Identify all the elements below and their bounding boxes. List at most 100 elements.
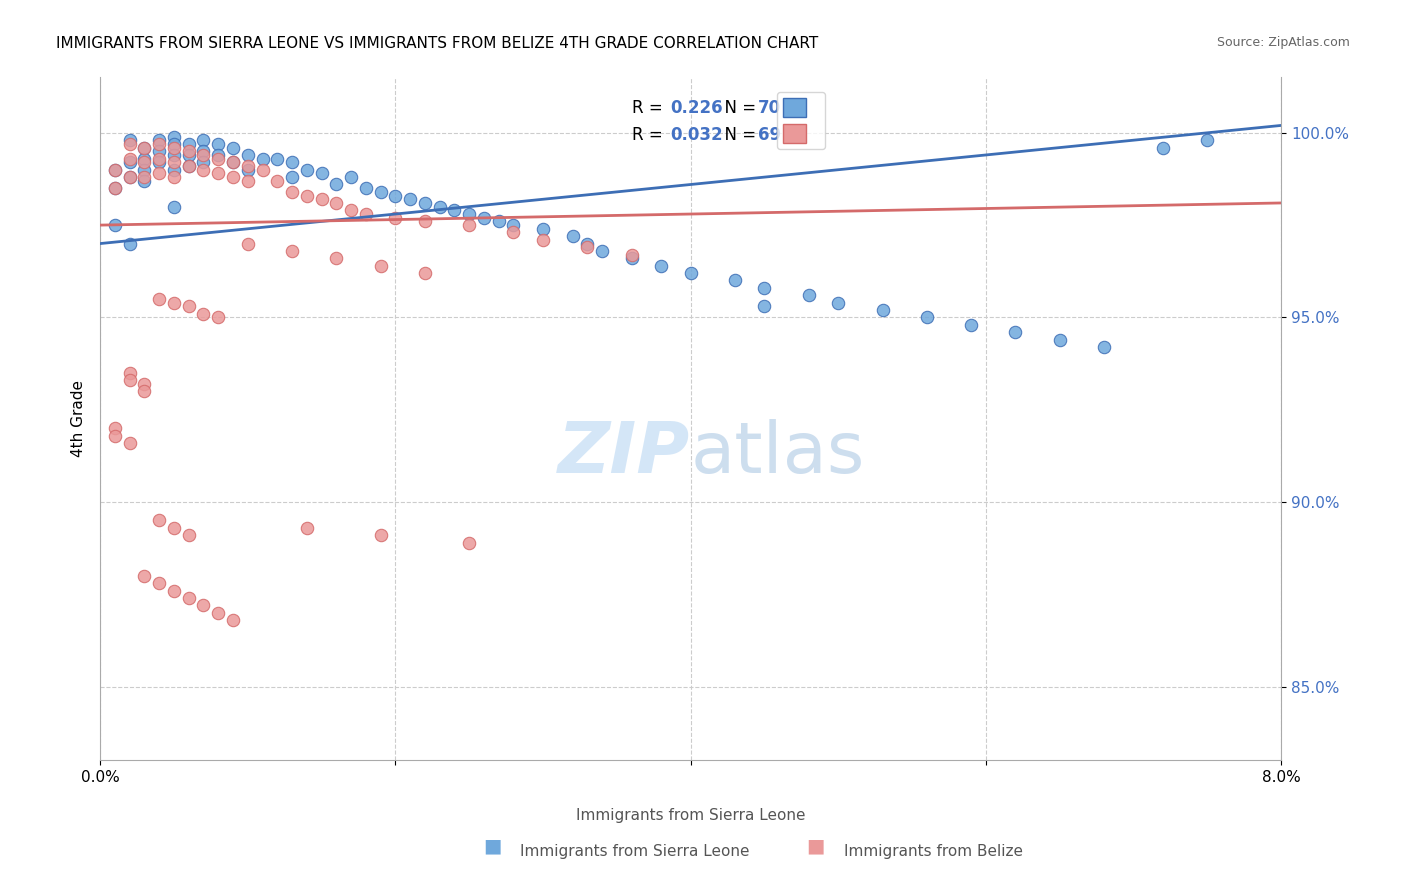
Point <box>134 170 156 185</box>
Point <box>134 569 156 583</box>
Point <box>163 170 186 185</box>
Point <box>252 152 274 166</box>
Point <box>163 136 186 151</box>
Point <box>281 170 304 185</box>
Text: Immigrants from Belize: Immigrants from Belize <box>844 845 1022 859</box>
Point <box>118 436 141 450</box>
Point <box>502 226 524 240</box>
Point <box>370 259 392 273</box>
Point <box>295 162 318 177</box>
Text: atlas: atlas <box>690 418 865 488</box>
Point <box>193 599 215 613</box>
Point <box>236 236 259 251</box>
Point <box>340 170 363 185</box>
Point <box>104 428 127 442</box>
Point <box>207 136 229 151</box>
Text: Immigrants from Sierra Leone: Immigrants from Sierra Leone <box>576 808 806 823</box>
Point <box>148 513 170 527</box>
Point <box>177 299 200 313</box>
Point <box>193 133 215 147</box>
Point <box>148 155 170 169</box>
Point <box>591 244 613 258</box>
Point <box>118 152 141 166</box>
Point <box>148 136 170 151</box>
Point <box>295 188 318 202</box>
Point <box>177 159 200 173</box>
Point <box>236 159 259 173</box>
Point <box>576 240 599 254</box>
Point <box>118 236 141 251</box>
Point <box>134 140 156 154</box>
Point <box>679 266 702 280</box>
Point <box>620 252 643 266</box>
Point <box>148 145 170 159</box>
Point <box>104 181 127 195</box>
Point <box>104 218 127 232</box>
Point <box>163 129 186 144</box>
Text: R =: R = <box>631 99 668 117</box>
Point <box>118 155 141 169</box>
Point <box>163 162 186 177</box>
Point <box>118 373 141 387</box>
Point <box>915 310 938 325</box>
Point <box>281 155 304 169</box>
Text: Immigrants from Sierra Leone: Immigrants from Sierra Leone <box>520 845 749 859</box>
Point <box>872 303 894 318</box>
Point <box>222 170 245 185</box>
Text: R =: R = <box>631 127 668 145</box>
Point <box>193 148 215 162</box>
Point <box>311 166 333 180</box>
Point <box>252 162 274 177</box>
Point <box>163 140 186 154</box>
Point <box>134 152 156 166</box>
Point <box>458 218 481 232</box>
Point <box>266 174 288 188</box>
Text: Source: ZipAtlas.com: Source: ZipAtlas.com <box>1216 36 1350 49</box>
Text: 70: 70 <box>758 99 782 117</box>
Point <box>163 200 186 214</box>
Point <box>104 421 127 435</box>
Point <box>134 384 156 399</box>
Point <box>325 252 347 266</box>
Point <box>193 145 215 159</box>
Point <box>177 159 200 173</box>
Point <box>134 174 156 188</box>
Point <box>576 236 599 251</box>
Point <box>399 192 422 206</box>
Point <box>222 140 245 154</box>
Point <box>193 307 215 321</box>
Point <box>163 148 186 162</box>
Point <box>207 148 229 162</box>
Point <box>222 155 245 169</box>
Text: ■: ■ <box>482 837 502 855</box>
Point <box>443 203 465 218</box>
Point <box>370 528 392 542</box>
Point <box>458 535 481 549</box>
Text: N =: N = <box>714 127 762 145</box>
Text: 0.226: 0.226 <box>671 99 723 117</box>
Point <box>488 214 510 228</box>
Point <box>207 166 229 180</box>
Point <box>754 299 776 313</box>
Point <box>325 196 347 211</box>
Point <box>1049 333 1071 347</box>
Point <box>134 162 156 177</box>
Point <box>650 259 672 273</box>
Point <box>104 181 127 195</box>
Text: 69: 69 <box>758 127 782 145</box>
Point <box>148 292 170 306</box>
Text: ■: ■ <box>806 837 825 855</box>
Point <box>266 152 288 166</box>
Text: IMMIGRANTS FROM SIERRA LEONE VS IMMIGRANTS FROM BELIZE 4TH GRADE CORRELATION CHA: IMMIGRANTS FROM SIERRA LEONE VS IMMIGRAN… <box>56 36 818 51</box>
Point <box>354 181 377 195</box>
Point <box>118 136 141 151</box>
Point <box>104 162 127 177</box>
Point <box>797 288 820 302</box>
Point <box>163 521 186 535</box>
Point <box>177 528 200 542</box>
Point <box>222 613 245 627</box>
Point <box>118 170 141 185</box>
Point <box>193 155 215 169</box>
Point <box>827 295 849 310</box>
Point <box>429 200 451 214</box>
